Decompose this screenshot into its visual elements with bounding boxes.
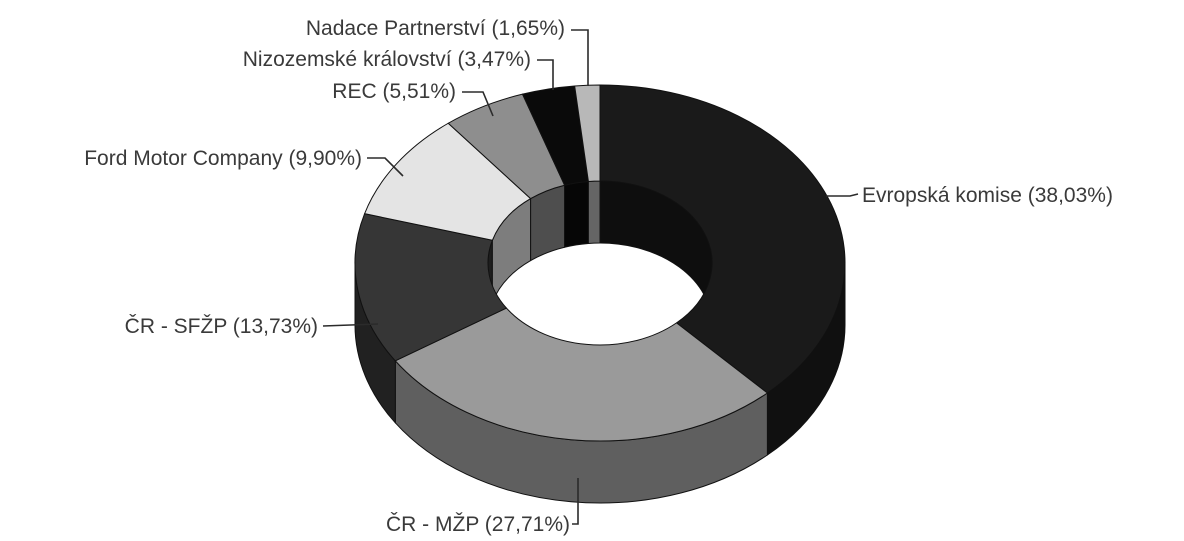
slice-label: REC (5,51%) (332, 80, 456, 103)
slice-label: Evropská komise (38,03%) (862, 184, 1113, 207)
slice-label: Ford Motor Company (9,90%) (84, 147, 362, 170)
slice-inner-wall (530, 184, 566, 262)
leader-line (367, 157, 404, 177)
leader-line (572, 478, 579, 525)
leader-line (322, 323, 379, 327)
slice-1 (599, 84, 846, 394)
slice-7 (574, 84, 601, 182)
leader-line (571, 29, 589, 86)
leader-line (826, 193, 859, 197)
slice-label: Nizozemské království (3,47%) (243, 48, 531, 71)
slice-label: ČR - SFŽP (13,73%) (125, 315, 318, 338)
slices-layer (354, 84, 846, 504)
slice-3 (354, 213, 507, 362)
slice-label: ČR - MŽP (27,71%) (386, 513, 570, 536)
leader-line (462, 91, 494, 117)
leader-lines (322, 29, 859, 525)
slice-2 (394, 307, 768, 442)
slice-labels: Evropská komise (38,03%) ČR - MŽP (27,71%… (84, 17, 1113, 536)
slice-label: Nadace Partnerství (1,65%) (306, 17, 565, 40)
slice-inner-wall (587, 180, 601, 244)
slice-inner-wall (564, 180, 589, 248)
leader-line (537, 59, 554, 90)
